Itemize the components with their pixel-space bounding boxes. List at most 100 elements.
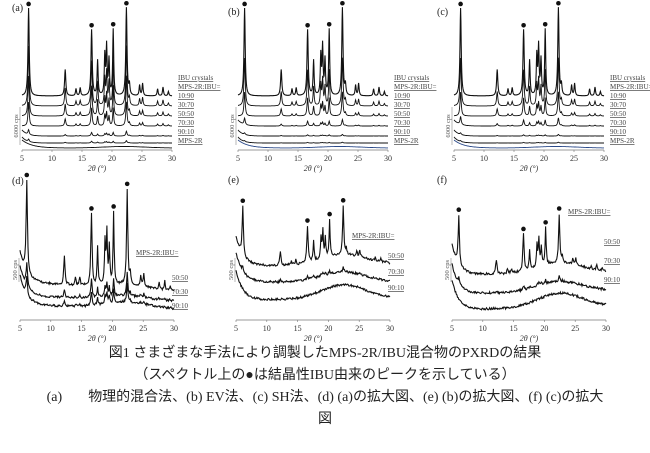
series-label: 10:90 bbox=[178, 92, 194, 100]
x-tick-label: 20 bbox=[324, 154, 332, 163]
x-axis-label: 2θ (°) bbox=[520, 334, 539, 343]
scale-bar-label: 6000 cps bbox=[229, 114, 236, 138]
x-tick-label: 20 bbox=[540, 324, 548, 333]
panel-d: (d) 5 10 15 20 25 30 2θ (°) MPS-2R:IBU= 50:50 70:… bbox=[0, 170, 215, 343]
series-line bbox=[451, 214, 607, 276]
series-line bbox=[21, 45, 172, 107]
series-label: MPS-2R bbox=[178, 137, 203, 145]
pxrd-chart-a: 5 10 15 20 25 30 2θ (°) IBU crystalsMPS-2R:IBU=… bbox=[13, 0, 221, 173]
peak-marker bbox=[521, 226, 526, 232]
series-line bbox=[453, 136, 604, 144]
panel-label: (a) bbox=[12, 3, 24, 14]
series-label: 90:10 bbox=[610, 128, 626, 136]
x-tick-label: 5 bbox=[20, 154, 24, 163]
scale-bar-label: 500 cps bbox=[228, 260, 235, 281]
series-label: 90:10 bbox=[178, 128, 194, 136]
pxrd-chart-c: 5 10 15 20 25 30 2θ (°) IBU crystalsMPS-2R:IBU=… bbox=[445, 0, 650, 173]
peak-marker bbox=[305, 22, 310, 28]
peak-marker bbox=[556, 0, 561, 6]
series-line bbox=[235, 252, 391, 285]
series-line bbox=[451, 263, 607, 295]
panel-label: (e) bbox=[228, 175, 240, 186]
panel-label: (d) bbox=[12, 176, 24, 187]
peak-marker bbox=[89, 22, 94, 28]
series-label: 30:70 bbox=[610, 101, 626, 109]
x-tick-label: 5 bbox=[236, 154, 240, 163]
series-line bbox=[235, 205, 391, 268]
series-line bbox=[237, 116, 388, 127]
series-line bbox=[237, 139, 388, 149]
series-line bbox=[21, 128, 172, 137]
peak-marker bbox=[327, 211, 332, 217]
series-line bbox=[238, 91, 388, 117]
legend-header: MPS-2R:IBU= bbox=[352, 232, 395, 240]
panel-e: (e) 5 10 15 20 25 30 2θ (°) MPS-2R:IBU= 50:50 70:… bbox=[216, 170, 431, 343]
x-axis-label: 2θ (°) bbox=[88, 164, 107, 173]
series-label: IBU crystals bbox=[178, 74, 213, 82]
series-label: MPS-2R bbox=[394, 137, 419, 145]
peak-marker bbox=[340, 0, 345, 6]
series-label: 30:70 bbox=[178, 101, 194, 109]
series-line bbox=[21, 139, 172, 149]
series-line bbox=[237, 136, 388, 144]
series-label: IBU crystals bbox=[394, 74, 429, 82]
x-tick-label: 15 bbox=[510, 324, 518, 333]
series-line bbox=[19, 179, 175, 292]
series-label: 90:10 bbox=[394, 128, 410, 136]
panel-b: (b) 5 10 15 20 25 30 2θ (°) IBU crystals MPS-2R:… bbox=[216, 0, 437, 173]
peak-marker bbox=[111, 204, 116, 209]
peak-marker bbox=[542, 21, 548, 27]
series-line bbox=[19, 262, 175, 303]
x-tick-label: 30 bbox=[168, 154, 176, 163]
peak-marker bbox=[456, 207, 462, 212]
peak-marker bbox=[458, 1, 463, 7]
peak-marker bbox=[340, 198, 346, 203]
series-label: 50:50 bbox=[178, 110, 194, 118]
peak-marker bbox=[24, 172, 30, 178]
x-tick-label: 5 bbox=[18, 324, 22, 333]
scale-bar-label: 500 cps bbox=[12, 260, 19, 281]
x-tick-label: 25 bbox=[570, 154, 578, 163]
panel-c: (c) 5 10 15 20 25 30 2θ (°) IBU crystals MPS-2R:… bbox=[432, 0, 650, 173]
series-label: 70:30 bbox=[178, 119, 194, 127]
x-tick-label: 10 bbox=[47, 324, 55, 333]
x-tick-label: 5 bbox=[234, 324, 238, 333]
figure-caption-title: 図1 さまざまな手法により調製したMPS-2R/IBU混合物のPXRDの結果 bbox=[108, 346, 542, 361]
x-tick-label: 15 bbox=[294, 154, 302, 163]
figure-caption-note: （スペクトル上の●は結晶性IBU由来のピークを示している） bbox=[134, 368, 516, 383]
series-label: 50:50 bbox=[172, 274, 188, 282]
figure-caption-line4: 図 bbox=[318, 412, 332, 427]
series-label: 70:30 bbox=[610, 119, 626, 127]
series-line bbox=[22, 75, 172, 117]
series-label: 70:30 bbox=[388, 268, 404, 276]
peak-marker bbox=[543, 220, 548, 225]
x-tick-label: 15 bbox=[78, 324, 86, 333]
figure-caption-line3: (a) 物理的混合法、(b) EV法、(c) SH法、(d) (a)の拡大図、(e… bbox=[0, 386, 650, 406]
peak-marker bbox=[556, 206, 562, 211]
x-tick-label: 10 bbox=[480, 154, 488, 163]
series-line bbox=[238, 57, 388, 107]
x-tick-label: 15 bbox=[510, 154, 518, 163]
pxrd-chart-d: 5 10 15 20 25 30 2θ (°) MPS-2R:IBU= 50:50 70:30 90… bbox=[12, 172, 188, 343]
series-line bbox=[453, 129, 604, 137]
x-axis-label: 2θ (°) bbox=[520, 164, 539, 173]
panel-label: (f) bbox=[437, 175, 447, 186]
x-tick-label: 30 bbox=[384, 154, 392, 163]
scale-bar-label: 500 cps bbox=[444, 260, 451, 281]
x-tick-label: 25 bbox=[139, 324, 147, 333]
series-line bbox=[237, 7, 389, 97]
series-line bbox=[454, 91, 604, 117]
x-axis-label: 2θ (°) bbox=[304, 164, 323, 173]
x-tick-label: 30 bbox=[170, 324, 178, 333]
series-line bbox=[21, 7, 173, 97]
series-label: 70:30 bbox=[172, 288, 188, 296]
series-label: 90:10 bbox=[604, 276, 620, 284]
peak-marker bbox=[89, 206, 94, 211]
series-label: 50:50 bbox=[604, 238, 620, 246]
x-tick-label: 30 bbox=[600, 154, 608, 163]
series-line bbox=[454, 57, 604, 107]
x-tick-label: 15 bbox=[78, 154, 86, 163]
scale-bar-label: 6000 cps bbox=[445, 114, 452, 138]
x-tick-label: 30 bbox=[602, 324, 610, 333]
series-label: 10:90 bbox=[610, 92, 626, 100]
